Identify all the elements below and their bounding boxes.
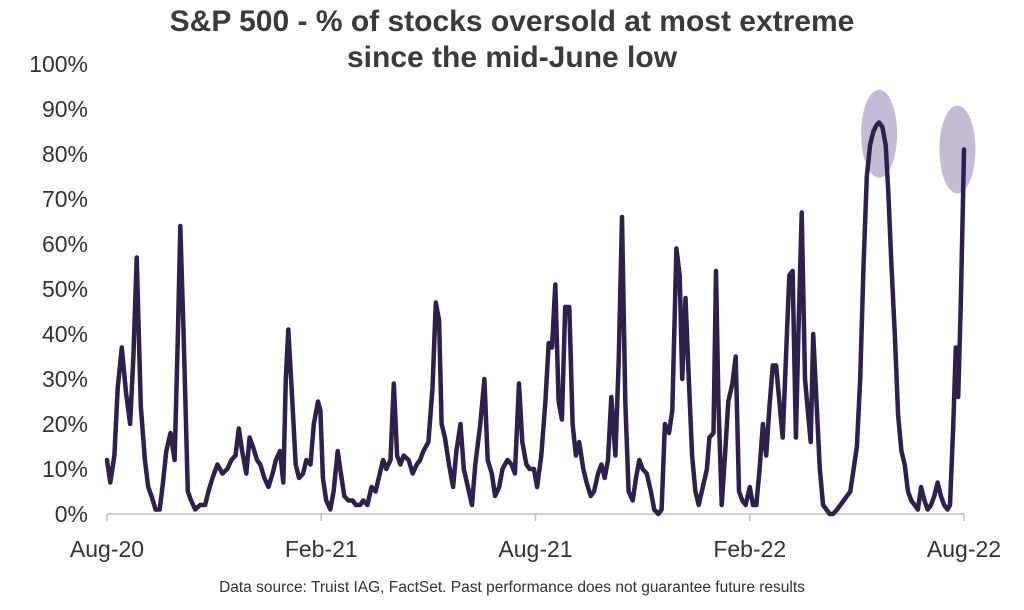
chart-title-line-1: S&P 500 - % of stocks oversold at most e… xyxy=(169,5,855,38)
y-tick-label: 60% xyxy=(42,231,88,257)
chart-title: S&P 500 - % of stocks oversold at most e… xyxy=(0,4,1024,76)
x-axis: Aug-20 Feb-21 Aug-21 Feb-22 Aug-22 xyxy=(70,513,1001,562)
y-axis: 0% 10% 20% 30% 40% 50% 60% 70% 80% 90% 100% xyxy=(29,51,88,527)
source-note: Data source: Truist IAG, FactSet. Past p… xyxy=(219,579,805,596)
y-tick-label: 90% xyxy=(42,96,88,122)
y-tick-label: 0% xyxy=(55,501,88,527)
y-tick-label: 30% xyxy=(42,366,88,392)
x-tick-label: Feb-22 xyxy=(713,536,786,562)
y-tick-label: 80% xyxy=(42,141,88,167)
y-tick-label: 20% xyxy=(42,411,88,437)
x-tick-label: Aug-22 xyxy=(927,536,1001,562)
y-tick-label: 70% xyxy=(42,186,88,212)
y-tick-label: 10% xyxy=(42,456,88,482)
chart-title-line-2: since the mid-June low xyxy=(346,41,678,74)
y-tick-label: 40% xyxy=(42,321,88,347)
x-tick-label: Feb-21 xyxy=(285,536,358,562)
x-tick-label: Aug-21 xyxy=(498,536,572,562)
series-group xyxy=(104,120,967,517)
y-tick-label: 100% xyxy=(29,51,88,77)
highlight-ellipse-2 xyxy=(939,105,976,194)
y-tick-label: 50% xyxy=(42,276,88,302)
x-tick-label: Aug-20 xyxy=(70,536,144,562)
series-line-1 xyxy=(104,120,967,517)
highlight-ellipses xyxy=(861,89,976,194)
